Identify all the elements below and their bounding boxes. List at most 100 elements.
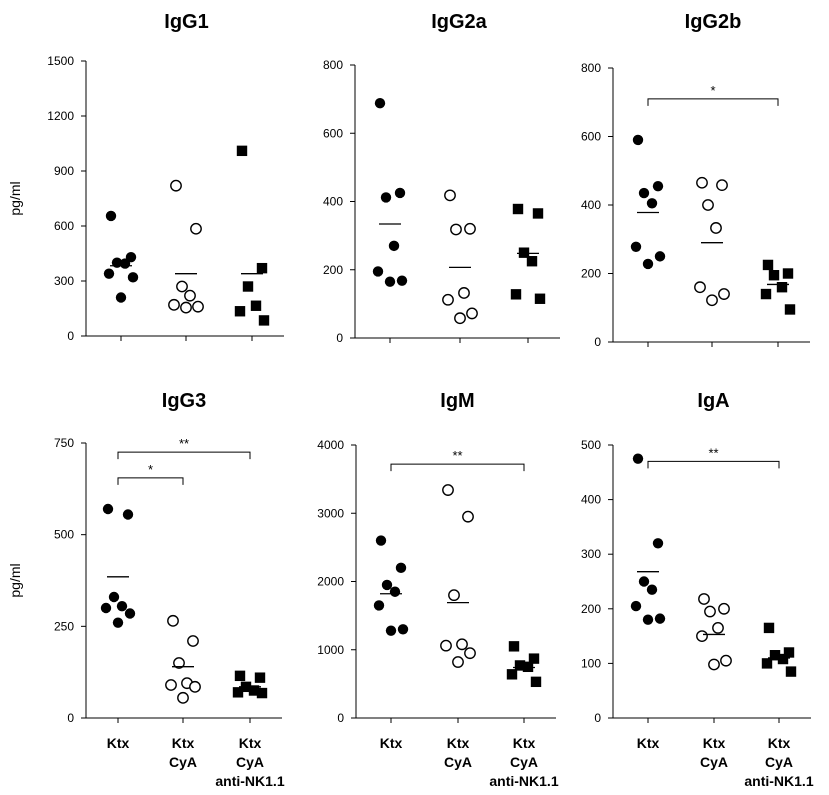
x-category-label: Ktx: [703, 735, 726, 751]
y-tick-label: 500: [581, 438, 601, 452]
data-point-filled-circle: [373, 600, 385, 611]
data-point-open-circle: [720, 654, 732, 667]
chart-title: IgG2b: [685, 11, 742, 33]
data-point-filled-circle: [394, 187, 406, 199]
data-point-filled-circle: [103, 268, 115, 279]
data-point-filled-circle: [127, 272, 139, 283]
data-point-open-circle: [452, 656, 464, 668]
data-point-open-circle: [165, 679, 177, 691]
data-point-open-circle: [180, 301, 192, 314]
data-point-filled-circle: [646, 198, 658, 209]
data-point-filled-circle: [642, 614, 654, 625]
data-point-filled-circle: [652, 538, 664, 549]
data-point-square: [248, 685, 260, 696]
x-category-label: CyA: [236, 754, 264, 770]
data-point-open-circle: [716, 179, 728, 192]
chart-title: IgG1: [164, 11, 208, 33]
x-category-label: CyA: [700, 754, 728, 770]
significance-bracket: [647, 460, 780, 469]
x-category-label: CyA: [169, 754, 197, 770]
data-point-open-circle: [167, 614, 179, 627]
chart-title: IgA: [697, 390, 729, 412]
significance-bracket: [117, 451, 251, 460]
data-point-square: [514, 660, 526, 671]
data-point-open-circle: [168, 298, 180, 311]
data-point-open-circle: [442, 484, 454, 496]
data-point-square: [258, 315, 270, 326]
data-point-open-circle: [448, 589, 460, 602]
data-point-open-circle: [718, 288, 730, 300]
chart-panel-igm: IgM 0 1000 2000 3000 4000 Ktx Ktx CyA Ktx CyA anti-…: [317, 390, 559, 789]
significance-label: **: [708, 445, 718, 460]
x-category-label: Ktx: [239, 735, 262, 751]
data-point-open-circle: [177, 691, 189, 704]
y-tick-label: 3000: [317, 506, 344, 520]
x-category-label: CyA: [765, 754, 793, 770]
data-point-square: [760, 288, 772, 300]
x-category-label: Ktx: [768, 735, 791, 751]
y-tick-label: 2000: [317, 575, 344, 589]
y-tick-label: 600: [581, 130, 601, 144]
data-point-filled-circle: [632, 453, 644, 464]
x-category-label: anti-NK1.1: [215, 773, 284, 789]
y-tick-label: 400: [581, 493, 601, 507]
data-point-open-circle: [710, 222, 722, 234]
y-axis-label: pg/ml: [7, 181, 23, 215]
x-category-label: Ktx: [513, 735, 536, 751]
data-point-open-circle: [450, 223, 462, 236]
y-tick-label: 200: [323, 263, 343, 277]
data-point-filled-circle: [108, 591, 120, 603]
data-point-open-circle: [702, 199, 714, 211]
chart-panel-igg2a: IgG2a 0 200 400 600 800: [323, 11, 560, 345]
data-point-square: [785, 666, 797, 677]
data-point-open-circle: [696, 176, 708, 189]
x-category-label: anti-NK1.1: [489, 773, 558, 789]
data-point-filled-circle: [397, 624, 409, 635]
significance-label: **: [179, 436, 189, 451]
data-point-open-circle: [696, 630, 708, 642]
data-point-square: [236, 145, 248, 157]
data-point-square: [532, 208, 544, 219]
data-point-open-circle: [694, 281, 706, 294]
y-tick-label: 250: [54, 619, 74, 633]
data-point-filled-circle: [380, 192, 392, 203]
y-tick-label: 900: [54, 164, 74, 178]
data-point-filled-circle: [638, 576, 650, 587]
y-tick-label: 500: [54, 528, 74, 542]
data-point-square: [761, 658, 773, 669]
y-tick-label: 800: [323, 58, 343, 72]
data-point-filled-circle: [389, 586, 401, 597]
chart-panel-igg1: IgG1 0 300 600 900 1200 1500 pg/ml: [7, 11, 284, 343]
data-point-square: [777, 653, 789, 665]
data-point-square: [784, 304, 796, 315]
data-point-square: [232, 687, 244, 698]
data-point-square: [783, 647, 795, 658]
data-point-open-circle: [170, 179, 182, 192]
data-point-open-circle: [706, 294, 718, 307]
data-point-square: [256, 687, 268, 699]
data-point-square: [763, 622, 775, 634]
data-point-filled-circle: [372, 266, 384, 277]
data-point-filled-circle: [642, 258, 654, 270]
y-tick-label: 200: [581, 267, 601, 281]
data-point-open-circle: [462, 510, 474, 523]
y-tick-label: 0: [594, 711, 601, 725]
data-point-filled-circle: [388, 240, 400, 252]
data-point-open-circle: [440, 639, 452, 652]
data-point-square: [508, 641, 520, 652]
data-point-filled-circle: [654, 613, 666, 624]
data-point-square: [522, 661, 534, 673]
y-tick-label: 0: [337, 711, 344, 725]
data-point-open-circle: [718, 602, 730, 615]
data-point-open-circle: [704, 605, 716, 618]
data-point-filled-circle: [374, 98, 386, 109]
data-point-filled-circle: [112, 617, 124, 628]
data-point-filled-circle: [100, 602, 112, 614]
significance-bracket: [117, 477, 184, 485]
data-point-filled-circle: [115, 292, 127, 303]
data-point-filled-circle: [119, 258, 131, 269]
data-point-open-circle: [464, 647, 476, 660]
data-point-filled-circle: [381, 579, 393, 591]
data-point-filled-circle: [385, 625, 397, 636]
